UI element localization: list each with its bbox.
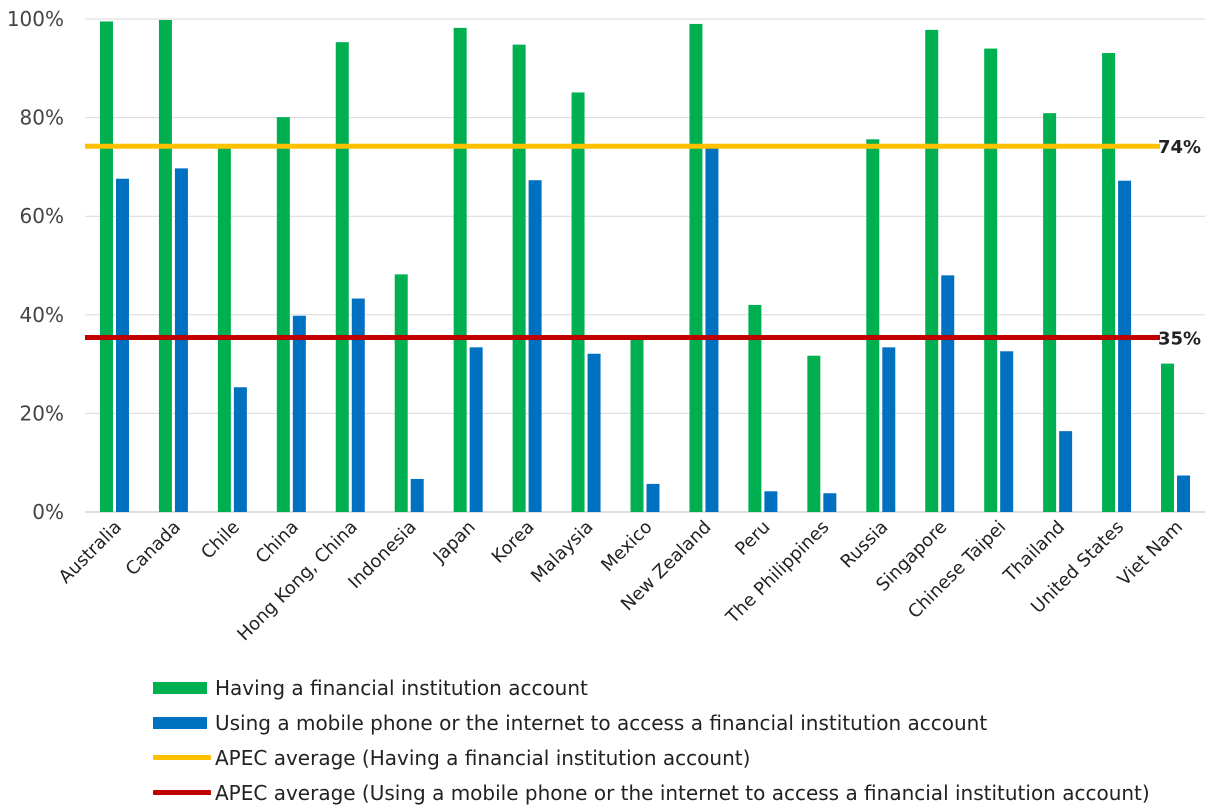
bar-series-0-korea: [512, 44, 526, 513]
legend-swatch-red-line: [153, 790, 211, 795]
bar-series-0-hong-kong-china: [335, 42, 349, 513]
legend-swatch-green: [153, 681, 207, 694]
bar-series-1-viet-nam: [1177, 475, 1191, 512]
bar-series-0-the-philippines: [807, 355, 821, 512]
legend-swatch-blue: [153, 716, 207, 729]
bar-series-1-chinese-taipei: [1000, 351, 1014, 512]
gridlines: [85, 18, 1205, 513]
x-tick-label: China: [252, 517, 303, 568]
bar-series-1-korea: [528, 180, 542, 512]
bar-series-0-united-states: [1102, 53, 1116, 512]
legend-item-reference-1: APEC average (Using a mobile phone or th…: [150, 775, 1150, 810]
legend-item-series-0: Having a financial institution account: [150, 670, 1150, 705]
bar-series-0-indonesia: [394, 274, 408, 512]
bar-series-0-australia: [99, 21, 113, 513]
legend: Having a financial institution account U…: [150, 670, 1150, 810]
y-tick-label: 40%: [20, 303, 64, 327]
reference-line-label-1: 35%: [1158, 328, 1201, 349]
x-tick-label: Japan: [429, 517, 480, 568]
y-tick-label: 60%: [20, 204, 64, 228]
x-tick-label: Australia: [55, 517, 126, 588]
bar-series-1-malaysia: [587, 353, 601, 512]
bar-series-0-china: [276, 117, 290, 513]
legend-label-series-1: Using a mobile phone or the internet to …: [215, 710, 988, 735]
bar-series-1-united-states: [1118, 180, 1132, 513]
y-tick-label: 20%: [20, 401, 64, 425]
bar-series-0-peru: [748, 304, 762, 512]
bar-series-0-japan: [453, 27, 467, 513]
reference-lines: 74% 35%: [85, 137, 1201, 349]
y-tick-label: 100%: [7, 7, 64, 31]
x-tick-label: Russia: [837, 517, 893, 573]
y-tick-label: 0%: [32, 500, 64, 524]
bar-series-0-chile: [217, 147, 231, 512]
legend-swatch-yellow-line: [153, 755, 211, 760]
legend-item-series-1: Using a mobile phone or the internet to …: [150, 705, 1150, 740]
bars: [99, 19, 1191, 513]
bar-series-1-new-zealand: [705, 147, 719, 512]
bar-series-1-canada: [174, 168, 188, 512]
bar-series-1-singapore: [941, 275, 955, 512]
x-tick-label: Canada: [122, 517, 185, 580]
bar-series-0-thailand: [1043, 113, 1057, 513]
bar-series-1-mexico: [646, 483, 660, 512]
bar-series-1-japan: [469, 347, 483, 512]
bar-series-1-the-philippines: [823, 493, 837, 512]
bar-series-1-indonesia: [410, 478, 424, 512]
bar-series-0-singapore: [925, 29, 939, 512]
x-tick-label: Chile: [197, 517, 244, 564]
bar-series-1-australia: [115, 178, 129, 512]
x-tick-label: Peru: [731, 517, 774, 560]
legend-label-reference-0: APEC average (Having a financial institu…: [215, 745, 751, 770]
bar-series-0-mexico: [630, 337, 644, 512]
x-tick-label: Korea: [488, 517, 539, 568]
bar-series-1-hong-kong-china: [351, 298, 365, 512]
bar-series-0-russia: [866, 139, 880, 513]
legend-item-reference-0: APEC average (Having a financial institu…: [150, 740, 1150, 775]
x-tick-label: Viet Nam: [1114, 517, 1187, 590]
bar-series-0-viet-nam: [1161, 363, 1175, 512]
bar-series-1-chile: [233, 387, 247, 512]
bar-series-1-russia: [882, 347, 896, 512]
y-tick-label: 80%: [20, 106, 64, 130]
legend-label-reference-1: APEC average (Using a mobile phone or th…: [215, 780, 1150, 805]
bar-series-0-new-zealand: [689, 23, 703, 513]
bar-series-0-canada: [158, 19, 172, 513]
y-axis-ticks: 0% 20% 40% 60% 80% 100%: [7, 7, 64, 524]
x-tick-label: The Philippines: [722, 517, 834, 629]
x-tick-label: Mexico: [597, 517, 656, 576]
bar-series-0-chinese-taipei: [984, 48, 998, 512]
legend-label-series-0: Having a financial institution account: [215, 675, 588, 700]
bar-series-1-china: [292, 315, 306, 512]
x-tick-label: Malaysia: [527, 517, 597, 587]
bar-series-1-thailand: [1059, 431, 1073, 512]
bar-series-0-malaysia: [571, 92, 585, 512]
reference-line-label-0: 74%: [1158, 137, 1201, 158]
bar-series-1-peru: [764, 491, 778, 512]
